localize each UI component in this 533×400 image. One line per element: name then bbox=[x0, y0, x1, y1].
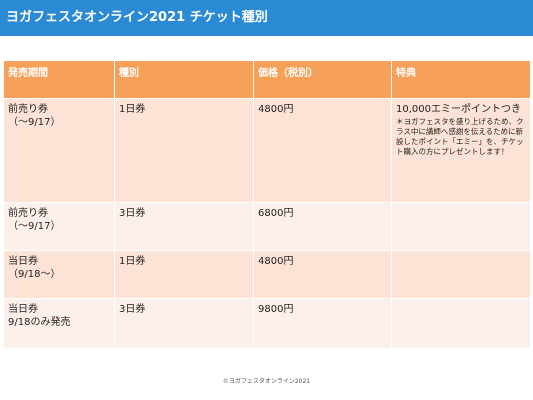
type-cell: 3日券 bbox=[114, 298, 254, 349]
bonus-cell bbox=[391, 298, 531, 349]
period-dates: （〜9/17） bbox=[8, 117, 61, 128]
price-cell: 4800円 bbox=[253, 250, 392, 299]
table-row: 当日券 9/18のみ発売 3日券 9800円 bbox=[3, 298, 531, 349]
bonus-cell: 10,000エミーポイントつき ＊ヨガフェスタを盛り上げるため、クラス中に講師へ… bbox=[391, 98, 531, 203]
period-cell: 前売り券 （〜9/17） bbox=[3, 98, 115, 203]
column-header-bonus: 特典 bbox=[391, 60, 531, 99]
table-header-row: 発売期間 種別 価格（税別） 特典 bbox=[3, 60, 531, 99]
type-cell: 1日券 bbox=[114, 98, 254, 203]
period-label: 当日券 bbox=[8, 304, 38, 315]
period-cell: 当日券 （9/18〜） bbox=[3, 250, 115, 299]
period-label: 前売り券 bbox=[8, 208, 48, 219]
bonus-cell bbox=[391, 202, 531, 251]
table-row: 前売り券 （〜9/17） 1日券 4800円 10,000エミーポイントつき ＊… bbox=[3, 98, 531, 203]
price-cell: 4800円 bbox=[253, 98, 392, 203]
column-header-type: 種別 bbox=[114, 60, 254, 99]
column-header-price: 価格（税別） bbox=[253, 60, 392, 99]
bonus-note: ＊ヨガフェスタを盛り上げるため、クラス中に講師へ感謝を伝えるために新設したポイン… bbox=[396, 117, 524, 156]
period-cell: 当日券 9/18のみ発売 bbox=[3, 298, 115, 349]
bonus-text: 10,000エミーポイントつき bbox=[396, 104, 521, 115]
bonus-cell bbox=[391, 250, 531, 299]
copyright-footer: ©ヨガフェスタオンライン2021 bbox=[222, 378, 311, 385]
period-label: 前売り券 bbox=[8, 104, 48, 115]
type-cell: 1日券 bbox=[114, 250, 254, 299]
price-cell: 6800円 bbox=[253, 202, 392, 251]
table-row: 当日券 （9/18〜） 1日券 4800円 bbox=[3, 250, 531, 299]
period-cell: 前売り券 （〜9/17） bbox=[3, 202, 115, 251]
column-header-period: 発売期間 bbox=[3, 60, 115, 99]
period-dates: （〜9/17） bbox=[8, 221, 61, 232]
type-cell: 3日券 bbox=[114, 202, 254, 251]
page-title: ヨガフェスタオンライン2021 チケット種別 bbox=[0, 0, 533, 36]
price-cell: 9800円 bbox=[253, 298, 392, 349]
period-dates: 9/18のみ発売 bbox=[8, 317, 71, 328]
table-row: 前売り券 （〜9/17） 3日券 6800円 bbox=[3, 202, 531, 251]
period-dates: （9/18〜） bbox=[8, 269, 61, 280]
ticket-table: 発売期間 種別 価格（税別） 特典 前売り券 （〜9/17） 1日券 4800円… bbox=[3, 60, 531, 349]
period-label: 当日券 bbox=[8, 256, 38, 267]
